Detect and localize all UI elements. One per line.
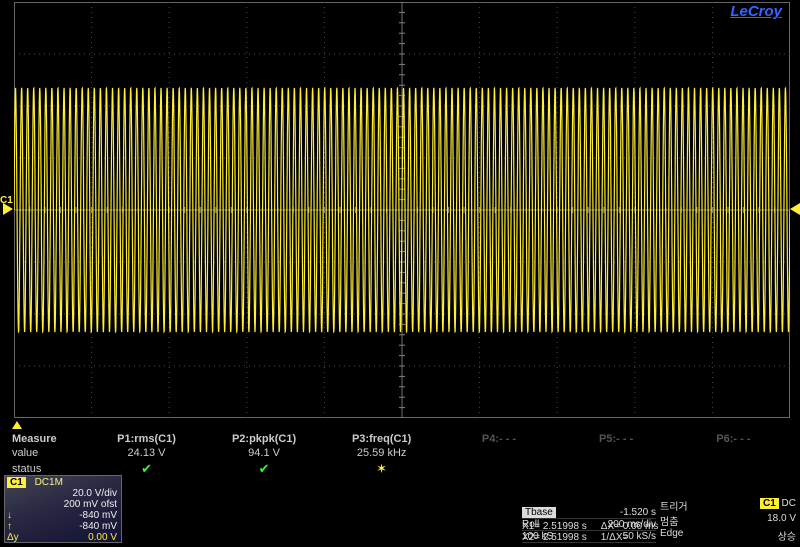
x2-value: 2.51998 s (543, 532, 587, 543)
channel-badge: C1 (7, 477, 26, 488)
invdx-label: 1/ΔX= (601, 532, 629, 543)
trigger-dc-label: DC (782, 498, 796, 509)
vdiv-value: 20.0 V/div (7, 488, 119, 499)
tbase-delay: -1.520 s (620, 507, 656, 518)
coupling-label: DC1M (35, 477, 63, 488)
delta-y-label: Δy (7, 532, 19, 543)
delta-y-value: 0.00 V (88, 532, 117, 543)
cursor-b-value: -840 mV (79, 521, 117, 532)
waveform-display (14, 2, 790, 418)
cursor-a-value: -840 mV (79, 510, 117, 521)
measurement-panel: MeasureP1:rms(C1)P2:pkpk(C1)P3:freq(C1)P… (8, 432, 792, 478)
dx-value: 0.00 ms (623, 521, 659, 532)
cursor-up-icon: ↑ (7, 521, 12, 532)
trigger-channel-badge: C1 (760, 498, 779, 509)
cursor-readout: X1= 2.51998 s ΔX= 0.00 ms X2= 2.51998 s … (522, 521, 794, 543)
ground-marker-left (3, 203, 13, 215)
dx-label: ΔX= (601, 521, 620, 532)
channel-info-box[interactable]: C1 DC1M 20.0 V/div 200 mV ofst ↓-840 mV … (4, 475, 122, 543)
x1-value: 2.51998 s (543, 521, 587, 532)
cursor-down-icon: ↓ (7, 510, 12, 521)
trigger-label: 트리거 (660, 498, 688, 513)
time-marker (12, 421, 22, 429)
x2-label: X2= (522, 532, 540, 543)
x1-label: X1= (522, 521, 540, 532)
trigger-marker-right (790, 203, 800, 215)
tbase-label: Tbase (522, 507, 556, 518)
offset-value: 200 mV ofst (7, 499, 119, 510)
